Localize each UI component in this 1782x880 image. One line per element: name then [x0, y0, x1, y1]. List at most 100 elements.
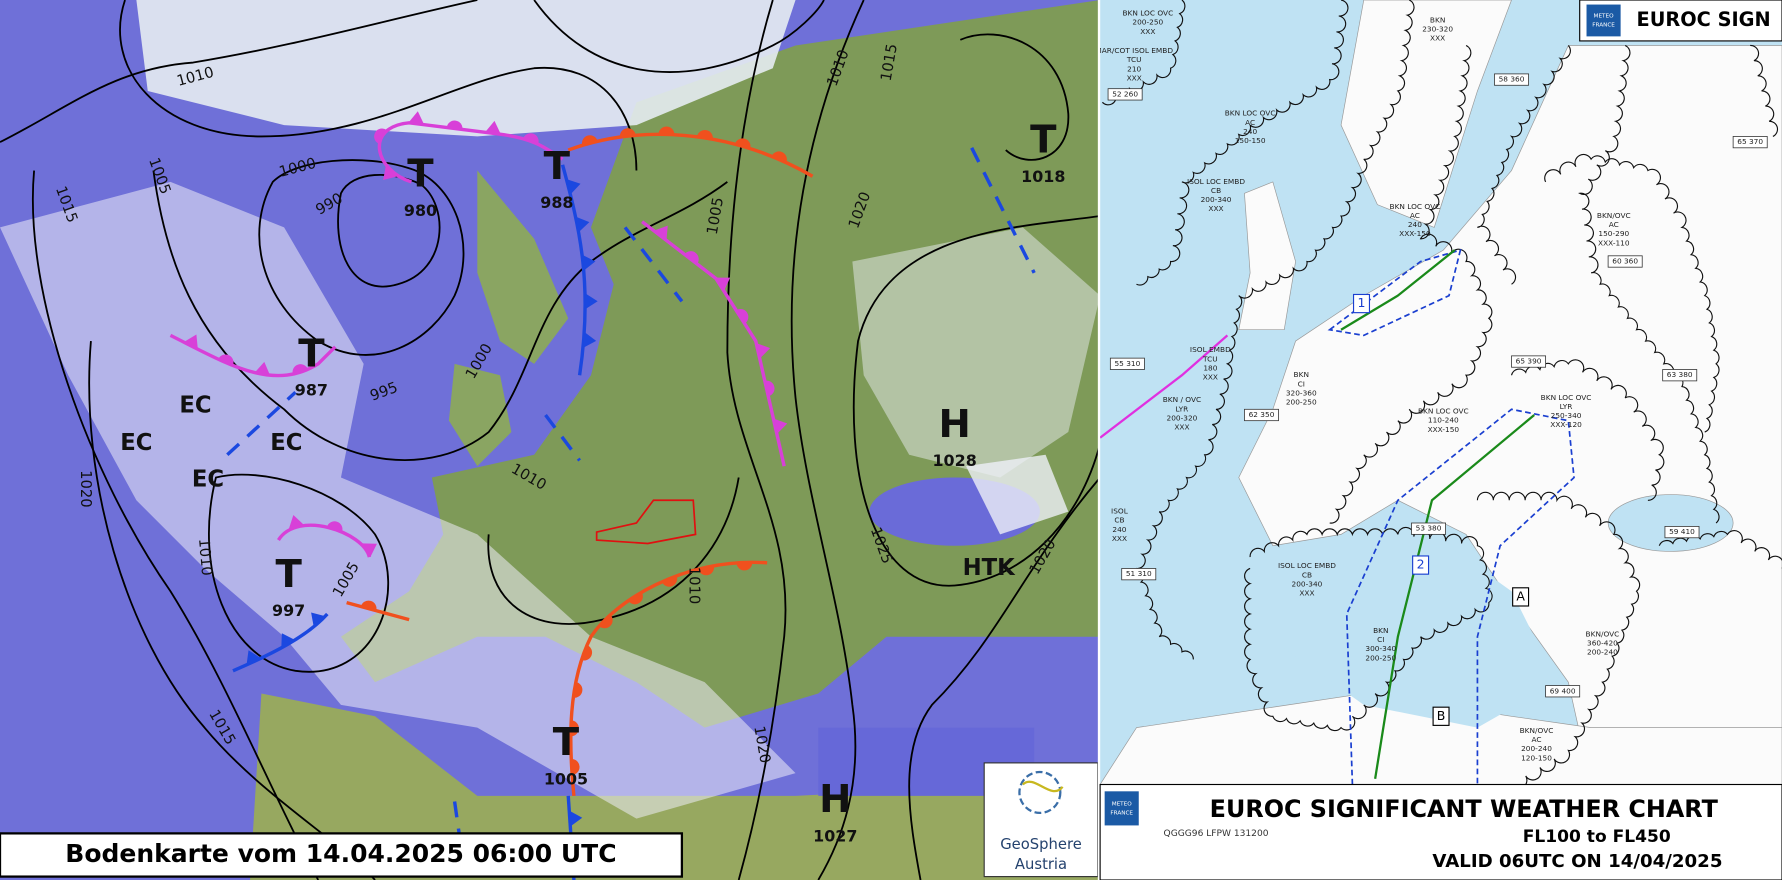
fl-box-label: 65 390 — [1516, 357, 1542, 366]
cloud — [0, 181, 796, 819]
chart-title: EUROC SIGNIFICANT WEATHER CHART — [1210, 795, 1719, 823]
cloud-label: 320-360 — [1286, 388, 1317, 397]
cloud-label: 150-290 — [1598, 229, 1629, 238]
cloud-label: XXX — [1430, 34, 1445, 43]
cloud-label: 200-240 — [1521, 744, 1552, 753]
bulletin-code: QGGG96 LFPW 131200 — [1164, 829, 1269, 839]
isobar — [487, 477, 740, 625]
cloud — [852, 227, 1101, 478]
fl-box — [1511, 355, 1547, 368]
front-symbol — [582, 254, 596, 271]
header-title: EUROC SIGN — [1637, 8, 1771, 31]
land — [477, 170, 569, 364]
fl-box-label: 53 380 — [1416, 524, 1442, 533]
cloud-label: ISOL LOC EMBD — [1278, 561, 1336, 570]
provider-logo — [1104, 791, 1139, 826]
cloud-label: XXX-110 — [1598, 238, 1630, 247]
cloud-label: 110-240 — [1428, 416, 1459, 425]
isobar — [959, 33, 1070, 161]
isobar — [726, 0, 787, 880]
front-symbol — [575, 216, 590, 233]
turbulence-area — [1327, 248, 1462, 337]
fl-box-label: 63 380 — [1667, 370, 1693, 379]
cloud-label: ISOL — [1111, 507, 1129, 516]
isobar — [258, 159, 465, 356]
isobar — [0, 0, 478, 143]
cloud-label: CB — [1302, 570, 1312, 579]
fl-box-label: 55 310 — [1114, 359, 1140, 368]
center-symbol: T — [298, 331, 325, 376]
turbulence-areas — [1327, 248, 1575, 785]
front — [226, 390, 297, 457]
fl-box-label: 59 410 — [1669, 527, 1695, 536]
center-symbol: T — [407, 152, 434, 197]
fl-box — [1662, 369, 1698, 382]
cloud-label: 360-420 — [1587, 639, 1618, 648]
front — [623, 226, 684, 303]
front-symbol — [326, 521, 343, 532]
cloud-boundary — [1510, 359, 1665, 501]
cloud-boundary — [1136, 0, 1349, 286]
front-symbol — [485, 120, 501, 135]
front-symbol — [292, 364, 309, 375]
center-value: 980 — [404, 201, 437, 220]
front-symbol — [311, 612, 326, 628]
isobar — [908, 476, 1101, 880]
air-mass-label: EC — [270, 430, 302, 456]
cloud — [966, 454, 1069, 535]
cloud-label: XXX — [1174, 422, 1189, 431]
cloud-label: XXX — [1112, 534, 1127, 543]
area-box — [1512, 587, 1530, 607]
caption-box — [0, 832, 684, 878]
cloud-label: CI — [1377, 635, 1384, 644]
cloud-label: XXX — [1203, 372, 1218, 381]
front-symbol — [446, 120, 463, 130]
center-symbol: H — [819, 777, 851, 822]
front-symbol — [628, 592, 643, 605]
front-symbol — [736, 562, 753, 571]
cloud-label: BKN/OVC — [1586, 629, 1620, 638]
front-symbol — [571, 759, 580, 775]
isobar — [208, 473, 390, 673]
cloud-label: XXX-120 — [1550, 420, 1582, 429]
cloud-label: CI — [1298, 379, 1305, 388]
cloud-label: 240 — [1408, 220, 1422, 229]
cloud-label: XXX — [1127, 73, 1142, 82]
center-value: 1018 — [1021, 167, 1065, 186]
cloud-boundary — [1544, 153, 1720, 433]
front-symbol — [661, 575, 678, 587]
cloud-label: BKN / OVC — [1163, 395, 1201, 404]
front-symbol — [583, 331, 597, 348]
air-mass-label: EC — [192, 466, 224, 492]
land — [340, 0, 1101, 728]
fl-box — [1244, 408, 1279, 422]
cloud-label: BKN LOC OVC — [1122, 9, 1173, 18]
logo-text: GeoSphere — [1000, 836, 1082, 853]
cloud-boundary — [1329, 44, 1493, 524]
cloud-label: XXX-150 — [1399, 229, 1431, 238]
cloud-label: 200-340 — [1292, 579, 1323, 588]
center-symbol: T — [544, 144, 571, 189]
front — [276, 523, 372, 558]
front-symbol — [408, 111, 425, 125]
area-label: 2 — [1417, 557, 1425, 572]
cloud-label: 200-250 — [1132, 18, 1163, 27]
cloud-label: XXX — [1299, 588, 1314, 597]
center-value: 997 — [272, 601, 305, 620]
isobar-label: 1020 — [77, 470, 94, 508]
front-symbol — [246, 650, 261, 665]
cloud-label: TCU — [1202, 354, 1218, 363]
front-symbol — [585, 293, 598, 310]
divider — [1097, 0, 1102, 880]
isobar-label: 1010 — [685, 567, 702, 605]
front-symbol — [581, 135, 598, 146]
fl-box-label: 62 350 — [1249, 410, 1275, 419]
front-symbol — [658, 126, 675, 135]
center-symbol: H — [938, 402, 970, 447]
front-symbol — [374, 128, 387, 144]
isobar-label: 1020 — [750, 725, 773, 765]
